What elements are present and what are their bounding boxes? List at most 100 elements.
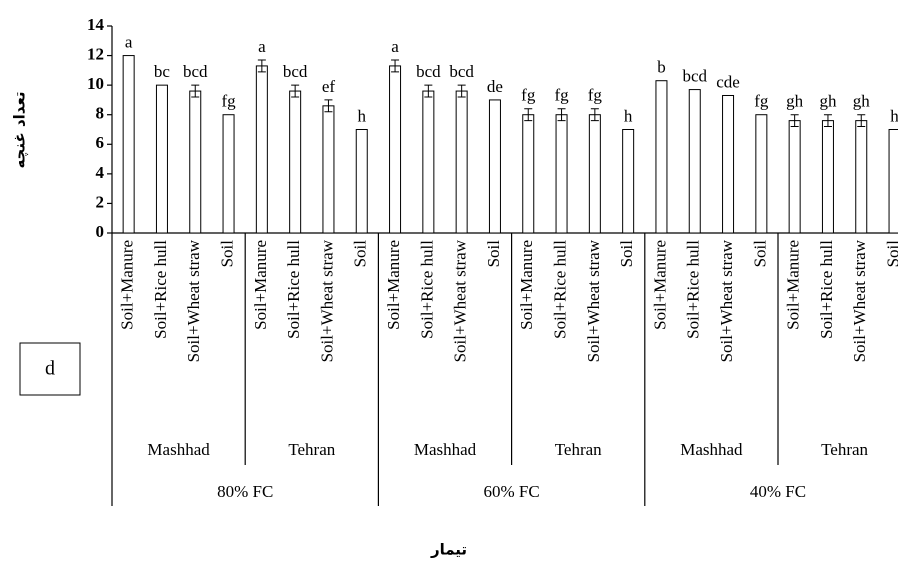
letter-label: b [657, 58, 666, 77]
x-tick-label: Soil+Wheat straw [317, 239, 336, 362]
bar [289, 90, 302, 234]
letter-label: cde [716, 72, 740, 91]
group-label: 60% FC [483, 482, 539, 501]
x-tick-label: Soil+Rice hull [550, 240, 569, 339]
x-tick-label: Soil [883, 240, 898, 268]
letter-label: h [358, 106, 367, 125]
letter-label: a [125, 32, 133, 51]
letter-label: a [391, 37, 399, 56]
bar [622, 129, 635, 234]
x-tick-label: Soil+Manure [517, 240, 536, 330]
y-tick-label: 0 [96, 222, 105, 241]
y-tick-label: 8 [96, 104, 105, 123]
x-axis-title: تیمار [430, 541, 467, 559]
x-tick-label: Soil+Manure [384, 240, 403, 330]
bar [189, 90, 202, 234]
letter-label: fg [221, 92, 236, 111]
bar [455, 90, 468, 234]
subgroup-label: Mashhad [680, 440, 743, 459]
letter-label: bcd [416, 62, 441, 81]
letter-label: fg [521, 86, 536, 105]
subgroup-label: Tehran [821, 440, 868, 459]
panel-label: d [45, 358, 55, 380]
x-tick-label: Soil+Rice hull [417, 240, 436, 339]
bar [788, 120, 801, 234]
x-tick-label: Soil+Wheat straw [451, 239, 470, 362]
error-bar [457, 84, 466, 98]
letter-label: gh [786, 92, 804, 111]
error-bar [524, 108, 533, 122]
bar [322, 105, 335, 234]
y-tick-label: 6 [96, 133, 105, 152]
error-bar [857, 114, 866, 128]
y-tick-label: 10 [87, 74, 104, 93]
subgroup-label: Mashhad [414, 440, 477, 459]
bar [155, 84, 168, 234]
letter-label: bcd [183, 62, 208, 81]
x-tick-label: Soil+Wheat straw [184, 239, 203, 362]
error-bar [590, 108, 599, 122]
x-tick-label: Soil+Rice hull [284, 240, 303, 339]
bar [222, 114, 235, 234]
letter-label: gh [853, 92, 871, 111]
error-bar [257, 59, 266, 73]
y-tick-label: 2 [96, 192, 105, 211]
letter-label: bcd [682, 66, 707, 85]
letter-label: gh [819, 92, 837, 111]
x-tick-label: Soil [750, 240, 769, 268]
bar [522, 114, 535, 234]
error-bar [291, 84, 300, 98]
x-tick-label: Soil+Manure [118, 240, 137, 330]
bar [255, 65, 268, 234]
x-tick-label: Soil+Wheat straw [717, 239, 736, 362]
error-bar [191, 84, 200, 98]
letter-label: ef [322, 77, 336, 96]
letter-label: fg [754, 92, 769, 111]
x-tick-label: Soil+Wheat straw [850, 239, 869, 362]
bar [821, 120, 834, 234]
bar [122, 55, 135, 234]
letter-label: h [890, 106, 898, 125]
bar [588, 114, 601, 234]
x-tick-label: Soil+Manure [650, 240, 669, 330]
bar [555, 114, 568, 234]
x-tick-label: Soil+Rice hull [684, 240, 703, 339]
subgroup-label: Mashhad [147, 440, 210, 459]
error-bar [324, 99, 333, 113]
y-tick-label: 14 [87, 15, 105, 34]
x-tick-label: Soil [351, 240, 370, 268]
y-axis-title: تعداد غنچه [11, 91, 30, 168]
letter-label: h [624, 106, 633, 125]
bar [422, 90, 435, 234]
x-tick-label: Soil+Rice hull [151, 240, 170, 339]
error-bar [391, 59, 400, 73]
bar [389, 65, 402, 234]
x-tick-label: Soil [617, 240, 636, 268]
x-tick-label: Soil+Wheat straw [584, 239, 603, 362]
bar [888, 129, 898, 234]
letter-label: fg [588, 86, 603, 105]
bar [722, 94, 735, 234]
error-bar [790, 114, 799, 128]
y-tick-label: 4 [96, 163, 105, 182]
subgroup-label: Tehran [288, 440, 335, 459]
bar [688, 89, 701, 234]
letter-label: a [258, 37, 266, 56]
panel-box [19, 342, 81, 396]
x-tick-label: Soil [217, 240, 236, 268]
error-bar [823, 114, 832, 128]
bar [655, 80, 668, 234]
letter-label: bcd [283, 62, 308, 81]
error-bar [424, 84, 433, 98]
subgroup-label: Tehran [555, 440, 602, 459]
y-tick-label: 12 [87, 44, 104, 63]
letter-label: fg [554, 86, 569, 105]
letter-label: bcd [449, 62, 474, 81]
x-tick-label: Soil+Manure [251, 240, 270, 330]
letter-label: de [487, 77, 503, 96]
group-label: 40% FC [750, 482, 806, 501]
x-tick-label: Soil [484, 240, 503, 268]
bar [488, 99, 501, 234]
x-tick-label: Soil+Rice hull [817, 240, 836, 339]
